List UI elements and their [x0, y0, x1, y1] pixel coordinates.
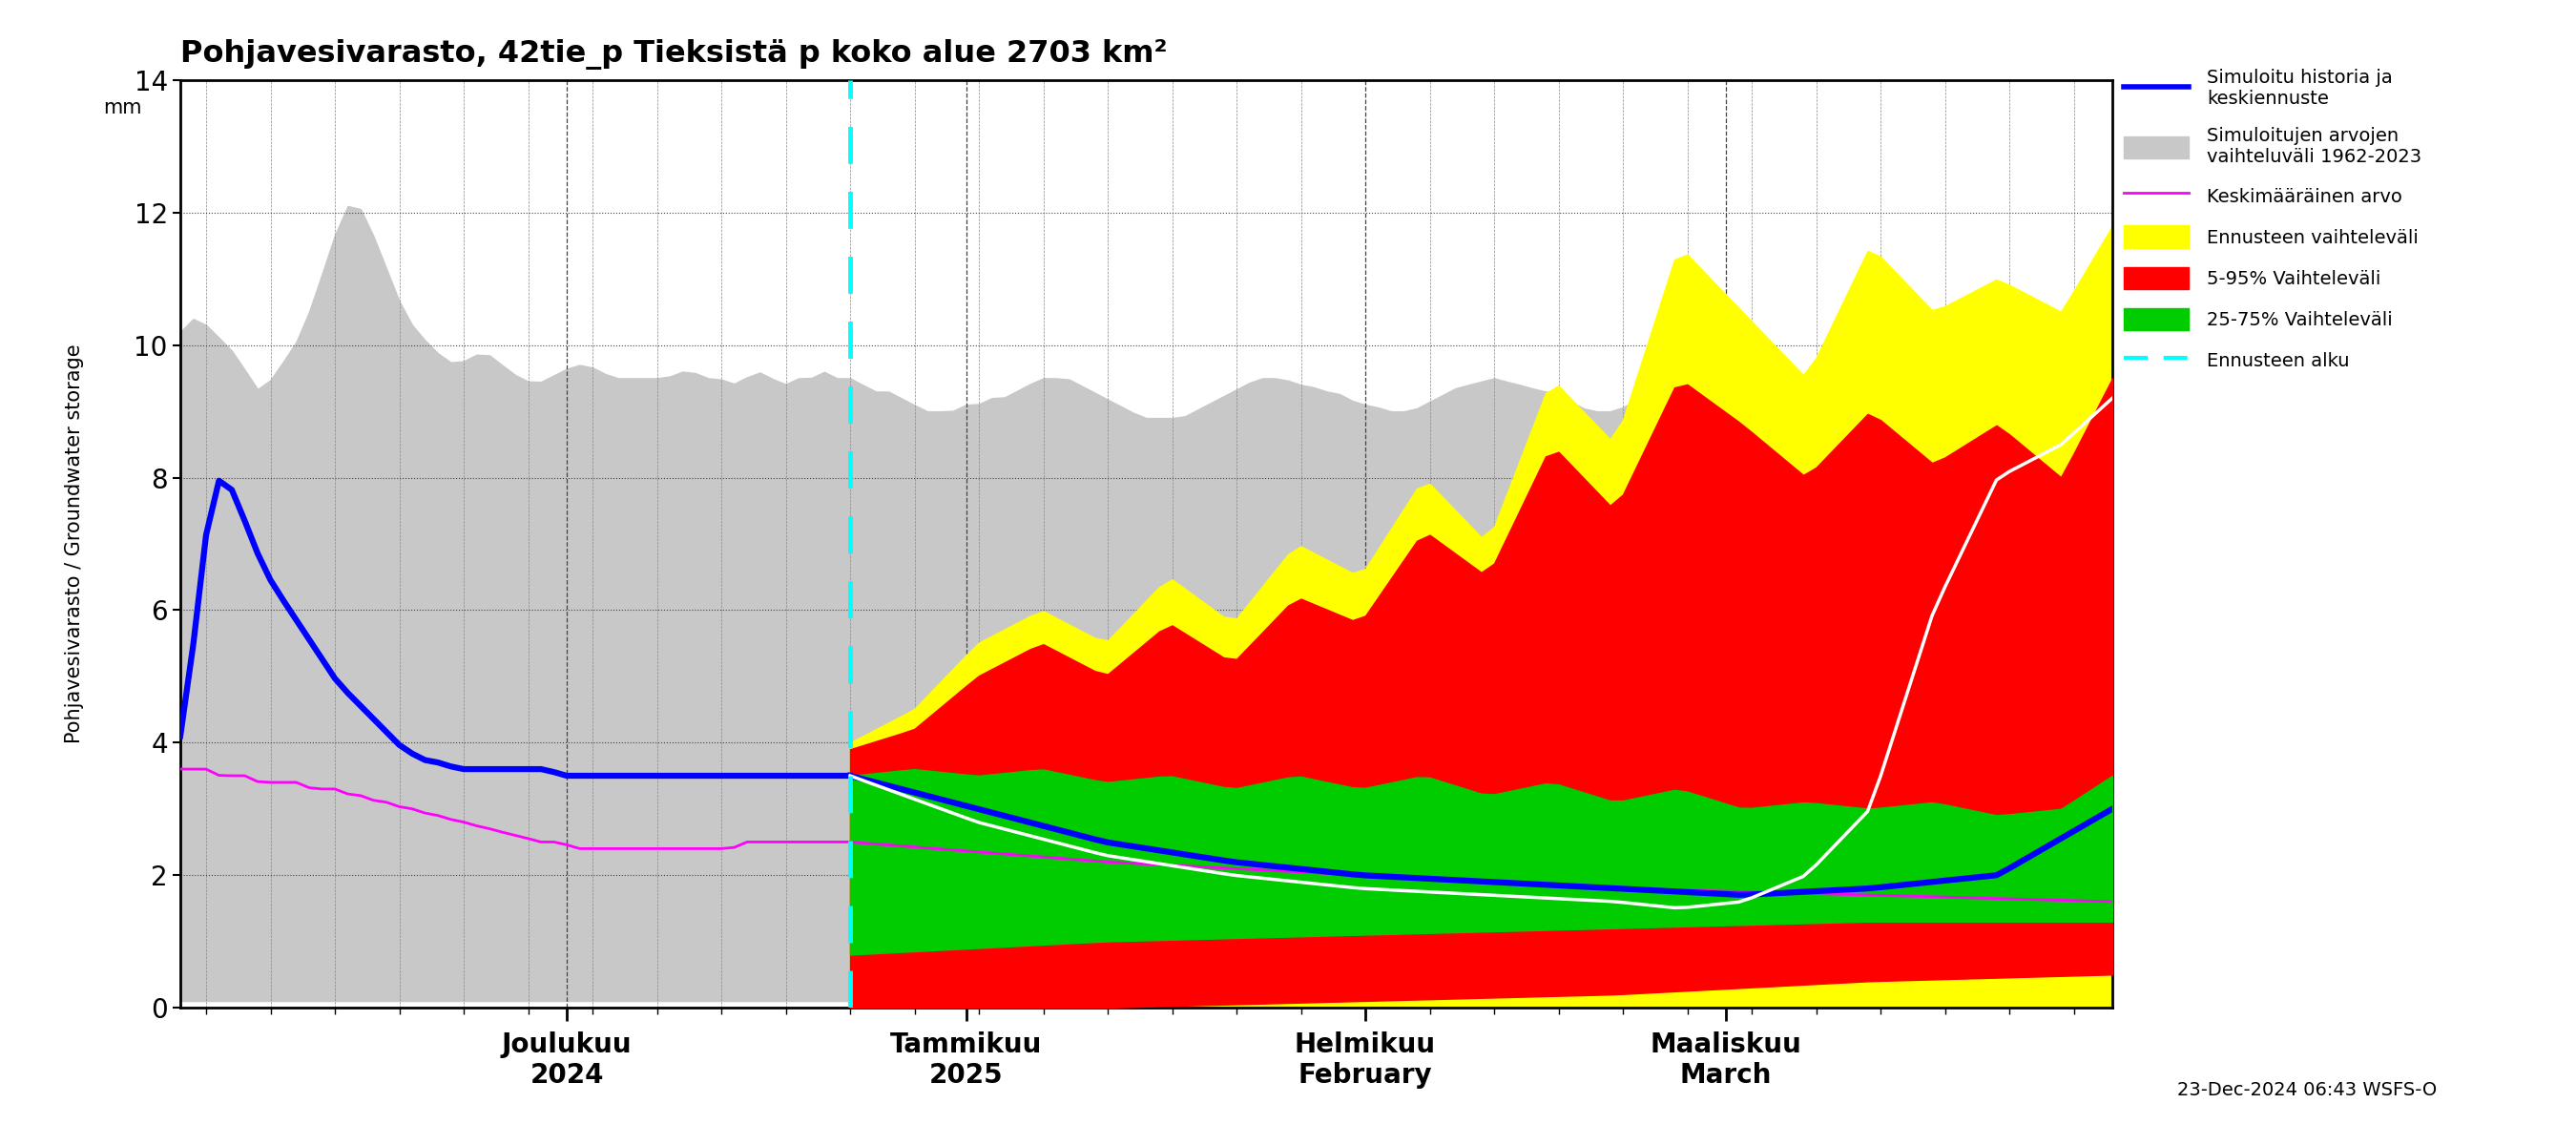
Legend: Simuloitu historia ja
keskiennuste, Simuloitujen arvojen
vaihteluväli 1962-2023,: Simuloitu historia ja keskiennuste, Simu… [2117, 62, 2429, 379]
Text: Pohjavesivarasto, 42tie_p Tieksistä p koko alue 2703 km²: Pohjavesivarasto, 42tie_p Tieksistä p ko… [180, 39, 1167, 69]
Text: Pohjavesivarasto / Groundwater storage: Pohjavesivarasto / Groundwater storage [64, 345, 82, 743]
Text: 23-Dec-2024 06:43 WSFS-O: 23-Dec-2024 06:43 WSFS-O [2177, 1081, 2437, 1099]
Text: mm: mm [103, 98, 142, 118]
